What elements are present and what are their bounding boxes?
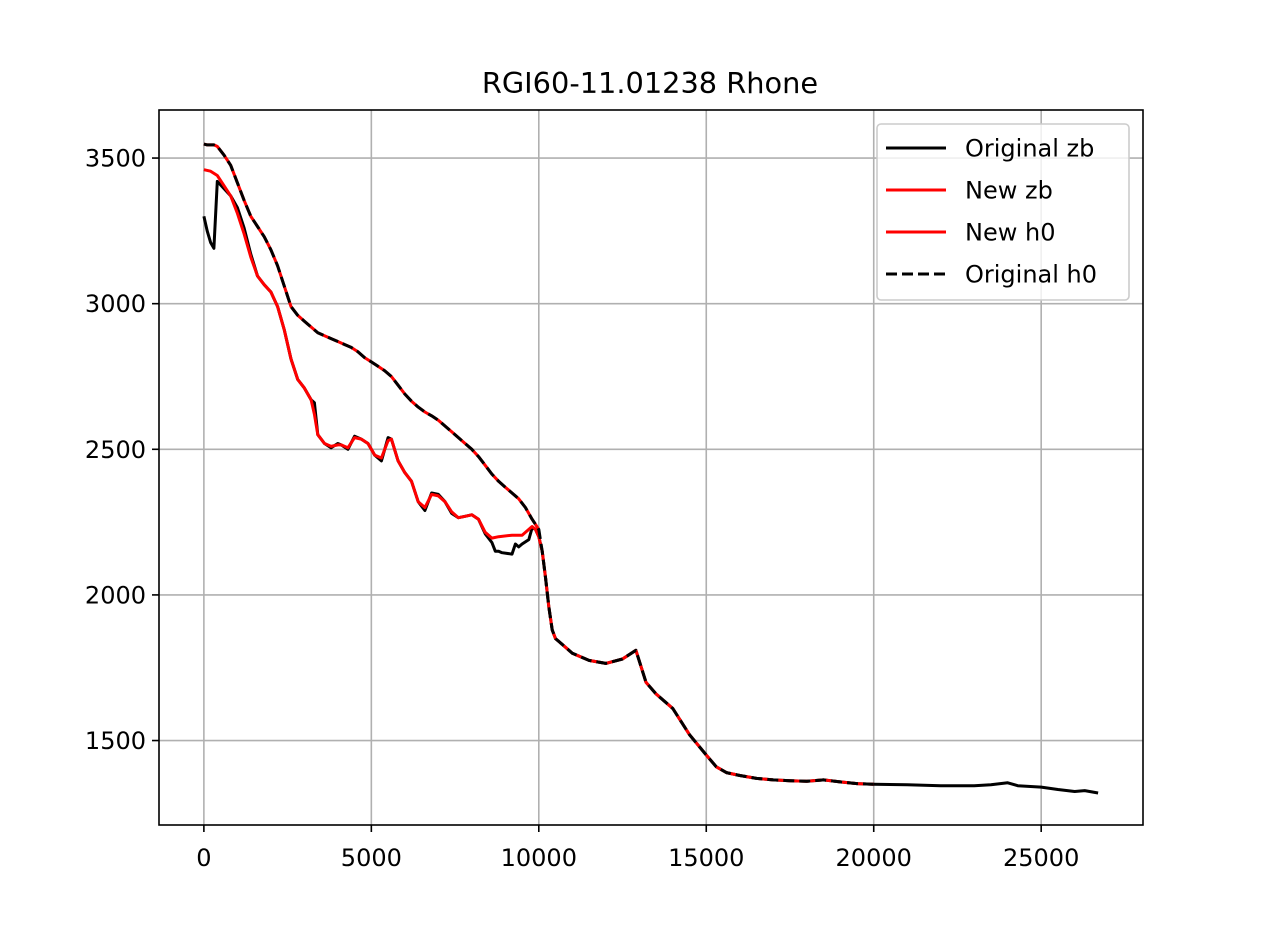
x-tick-label: 15000 <box>668 844 744 872</box>
y-tick-label: 3500 <box>85 145 146 173</box>
legend-label-original-h0: Original h0 <box>965 261 1097 289</box>
legend-label-new-h0: New h0 <box>965 219 1055 247</box>
legend: Original zb New zb New h0 Original h0 <box>876 123 1130 301</box>
y-tick-label: 3000 <box>85 290 146 318</box>
legend-label-original-zb: Original zb <box>965 135 1094 163</box>
chart-title: RGI60-11.01238 Rhone <box>482 66 818 100</box>
y-tick-label: 1500 <box>85 727 146 755</box>
x-tick-label: 0 <box>196 844 211 872</box>
x-tick-label: 20000 <box>836 844 912 872</box>
series-line-original-h0 <box>203 142 874 786</box>
legend-label-new-zb: New zb <box>965 177 1053 205</box>
x-tick-label: 25000 <box>1003 844 1079 872</box>
axis-ticks: 0 5000 10000 15000 20000 25000 1500 2000 2500 300… <box>85 145 1079 872</box>
series-layer <box>202 142 1099 795</box>
x-tick-label: 10000 <box>501 844 577 872</box>
legend-box <box>876 123 1130 301</box>
plot-frame <box>158 109 1144 826</box>
x-tick-label: 5000 <box>341 844 402 872</box>
y-tick-label: 2000 <box>85 581 146 609</box>
y-tick-label: 2500 <box>85 436 146 464</box>
